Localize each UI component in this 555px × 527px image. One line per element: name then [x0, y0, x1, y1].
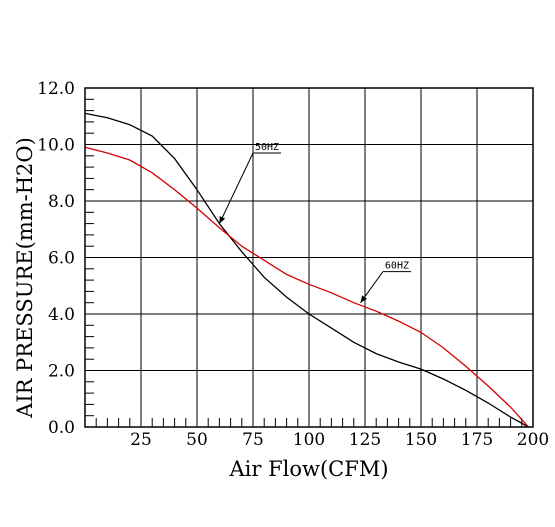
- annotation-arrow: [218, 152, 254, 224]
- annotation-label-50hz: 50HZ: [255, 142, 279, 153]
- x-tick-label: 200: [517, 430, 549, 450]
- annotation-arrow: [360, 271, 384, 303]
- x-tick-label: 25: [130, 430, 152, 450]
- x-axis-label: Air Flow(CFM): [228, 457, 388, 481]
- y-tick-label: 0.0: [48, 418, 75, 438]
- x-tick-label: 150: [405, 430, 437, 450]
- x-tick-label: 125: [349, 430, 381, 450]
- chart-annotations: 50HZ 60HZ: [218, 142, 411, 303]
- y-tick-label: 4.0: [48, 305, 75, 325]
- chart-grid: [85, 87, 534, 428]
- series-line-60hz: [84, 146, 529, 428]
- chart-minor-ticks: [84, 87, 534, 428]
- x-tick-label: 75: [242, 430, 264, 450]
- y-tick-label: 10.0: [37, 136, 75, 156]
- y-tick-label: 6.0: [48, 249, 75, 269]
- y-tick-label: 12.0: [37, 79, 75, 99]
- chart-tick-labels: 25 50 75 100 125 150 175 200 0.0 2.0 4.0 6.0 8.0 10.0…: [37, 79, 549, 450]
- series-line-50hz: [84, 112, 529, 428]
- chart-series: [84, 112, 529, 428]
- annotation-label-60hz: 60HZ: [385, 261, 409, 272]
- y-tick-label: 2.0: [48, 362, 75, 382]
- x-tick-label: 175: [461, 430, 493, 450]
- x-tick-label: 100: [293, 430, 325, 450]
- y-tick-label: 8.0: [48, 192, 75, 212]
- y-axis-label: AIR PRESSURE(mm-H2O): [13, 137, 37, 419]
- plot-frame: [84, 87, 534, 428]
- x-tick-label: 50: [186, 430, 208, 450]
